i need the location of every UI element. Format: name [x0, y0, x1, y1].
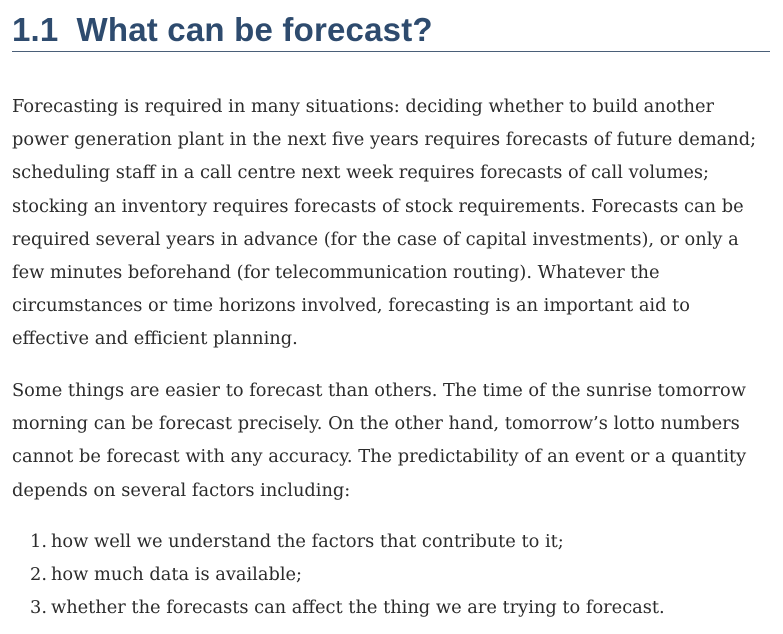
- list-item-number: 3.: [30, 597, 47, 619]
- list-item: 2. how much data is available;: [30, 558, 665, 591]
- paragraph-predictability: Some things are easier to forecast than …: [12, 380, 747, 501]
- paragraph-forecasting-situations: Forecasting is required in many situatio…: [12, 96, 757, 350]
- list-item-text: how much data is available;: [50, 564, 303, 586]
- section-title: What can be forecast?: [76, 11, 433, 48]
- section-number: 1.1: [12, 11, 59, 48]
- document-page: 1.1 What can be forecast? Forecasting is …: [12, 0, 770, 618]
- list-item-text: how well we understand the factors that …: [50, 531, 564, 552]
- list-item-text: whether the forecasts can affect the thi…: [50, 597, 665, 619]
- list-item: 3. whether the forecasts can affect the t…: [30, 591, 665, 624]
- list-item-number: 1.: [30, 531, 47, 552]
- predictability-factors-list: 1. how well we understand the factors tha…: [30, 525, 665, 625]
- list-item-number: 2.: [30, 564, 47, 586]
- list-item: 1. how well we understand the factors tha…: [30, 525, 665, 558]
- section-heading: 1.1 What can be forecast?: [12, 0, 770, 52]
